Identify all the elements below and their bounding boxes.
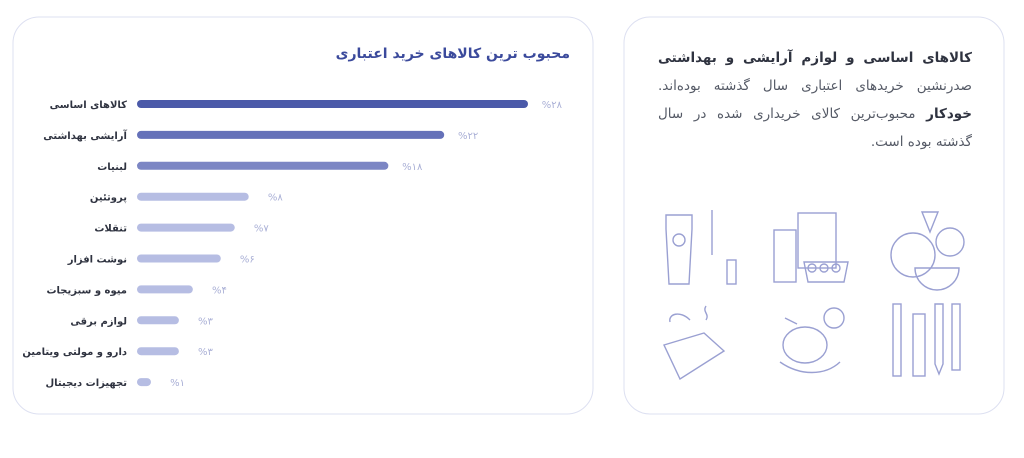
value-label: %۲۲ xyxy=(458,131,478,142)
value-label: %۳ xyxy=(198,316,214,327)
value-label: %۷ xyxy=(254,224,270,235)
value-label: %۴ xyxy=(212,285,227,296)
category-label: آرایشی بهداشتی xyxy=(43,129,127,142)
category-label: دارو و مولتی ویتامین xyxy=(22,347,127,358)
category-label: نوشت افزار xyxy=(67,255,127,266)
summary-bold: خودکار xyxy=(926,106,972,122)
value-label: %۸ xyxy=(268,193,284,204)
category-label: میوه و سبزیجات xyxy=(46,285,127,296)
value-label: %۲۸ xyxy=(542,100,563,111)
bar xyxy=(137,285,193,294)
bar xyxy=(137,100,528,108)
chart-title: محبوب ترین کالاهای خرید اعتباری xyxy=(336,46,570,62)
value-label: %۱۸ xyxy=(402,162,423,173)
value-label: %۱ xyxy=(170,378,185,389)
chart-card xyxy=(12,16,594,415)
summary-text: صدرنشین خریدهای اعتباری سال گذشته بوده‌ا… xyxy=(658,78,972,94)
value-label: %۶ xyxy=(240,255,255,266)
category-label: پروتئین xyxy=(90,193,127,204)
category-label: لبنیات xyxy=(97,162,127,173)
summary-card xyxy=(623,16,1005,415)
summary-text: محبوب‌ترین کالای خریداری شده در سال گذشت… xyxy=(658,106,972,150)
bar xyxy=(137,192,249,201)
bar xyxy=(137,161,389,170)
bar xyxy=(137,254,221,263)
bar xyxy=(137,130,445,139)
category-label: لوازم برقی xyxy=(70,316,127,327)
bar xyxy=(137,347,179,356)
category-label: تجهیزات دیجیتال xyxy=(45,378,127,389)
category-label: کالاهای اساسی xyxy=(50,100,128,111)
summary-bold: کالاهای اساسی و لوازم آرایشی و بهداشتی xyxy=(658,50,972,66)
icons xyxy=(663,210,965,381)
category-label: تنقلات xyxy=(94,224,127,235)
bar xyxy=(137,316,179,325)
bar xyxy=(137,378,151,387)
summary: کالاهای اساسی و لوازم آرایشی و بهداشتی ص… xyxy=(658,44,972,156)
value-label: %۳ xyxy=(198,347,214,358)
bar xyxy=(137,223,235,232)
